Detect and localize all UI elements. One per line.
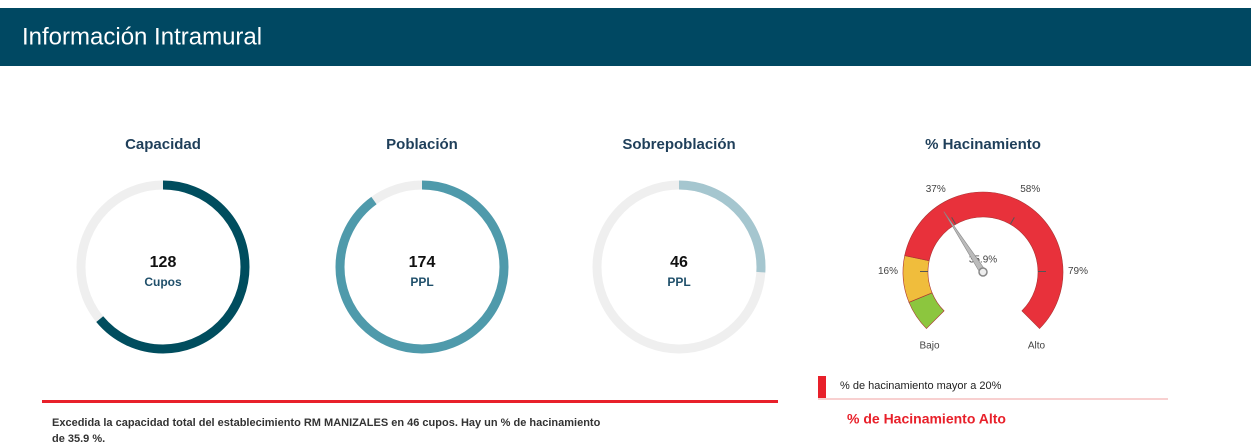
high-label: Alto <box>1028 341 1046 352</box>
legend-swatch <box>818 376 826 398</box>
divider <box>42 400 778 403</box>
gauge-unit: Cupos <box>144 275 182 289</box>
gauge-tick <box>1009 217 1015 225</box>
message: de 35.9 %. <box>52 433 105 445</box>
message: Excedida la capacidad total del establec… <box>52 417 601 429</box>
legend-label: % de hacinamiento mayor a 20% <box>840 380 1002 392</box>
gauge-unit: PPL <box>667 275 690 289</box>
ring-arc <box>76 180 250 354</box>
header-bar <box>0 8 1251 66</box>
gauge-value: 174 <box>409 254 436 271</box>
gauge-tick-label: 37% <box>926 184 946 195</box>
gauge-tick <box>951 217 957 225</box>
gauge-band <box>904 191 1064 329</box>
gauge-tick-label: 16% <box>878 266 898 277</box>
gauge-title: % Hacinamiento <box>925 136 1041 153</box>
gauge-title: Capacidad <box>125 136 201 153</box>
status: % de Hacinamiento Alto <box>847 411 1006 427</box>
gauge-title: Sobrepoblación <box>622 136 735 153</box>
low-label: Bajo <box>919 341 939 352</box>
gauge-value: 35.9% <box>969 255 997 266</box>
needle-hub <box>978 267 988 277</box>
gauge-tick-label: 79% <box>1068 266 1088 277</box>
ring-arc <box>592 180 766 354</box>
gauge-tick-label: 58% <box>1020 184 1040 195</box>
gauge-value: 128 <box>150 254 177 271</box>
needle <box>943 211 986 275</box>
ring-arc <box>335 180 509 354</box>
gauge-unit: PPL <box>410 275 433 289</box>
gauge-value: 46 <box>670 254 688 271</box>
header-title: Información Intramural <box>22 23 262 50</box>
gauge-title: Población <box>386 136 458 153</box>
